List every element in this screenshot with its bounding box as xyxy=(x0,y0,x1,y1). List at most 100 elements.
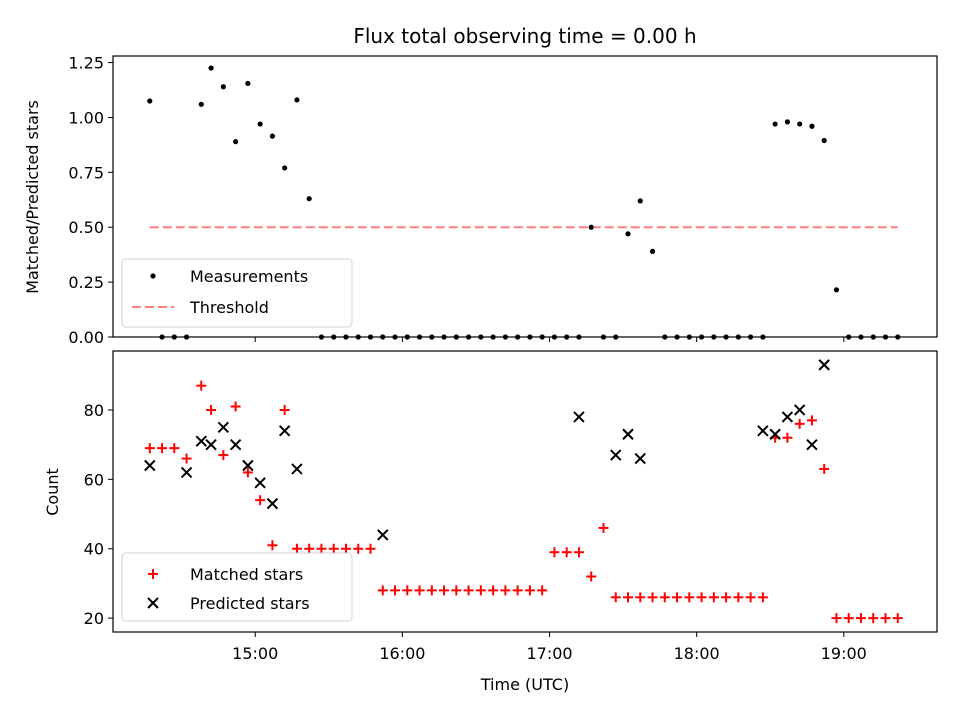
matched-star-point xyxy=(868,613,879,624)
matched-star-point xyxy=(402,585,413,596)
measurement-point xyxy=(809,123,815,129)
measurement-point xyxy=(416,334,423,340)
matched-star-point xyxy=(255,495,266,506)
legend-measurements-marker xyxy=(150,273,156,279)
matched-star-point xyxy=(806,415,817,426)
predicted-star-point xyxy=(610,449,622,461)
measurement-point xyxy=(674,334,680,340)
bottom-y-tick-label: 20 xyxy=(84,609,104,628)
matched-star-point xyxy=(623,592,633,603)
predicted-star-point xyxy=(229,438,242,451)
bottom-x-tick-label: 16:00 xyxy=(379,644,425,663)
measurement-point xyxy=(723,334,729,340)
matched-star-point xyxy=(831,613,842,624)
matched-star-point xyxy=(794,418,805,429)
measurement-point xyxy=(649,248,656,254)
measurement-point xyxy=(895,334,901,340)
measurement-point xyxy=(198,101,204,107)
measurement-point xyxy=(760,334,766,340)
measurement-point xyxy=(331,334,337,340)
predicted-star-point xyxy=(757,425,769,437)
predicted-star-point xyxy=(180,466,193,479)
top-legend-box xyxy=(121,258,353,328)
matched-star-point xyxy=(181,453,192,464)
measurement-point xyxy=(600,334,607,340)
matched-star-point xyxy=(340,543,351,554)
bottom-x-tick-label: 18:00 xyxy=(674,644,720,663)
matched-star-point xyxy=(524,585,535,596)
measurement-point xyxy=(147,98,153,104)
bottom-panel: 20 40 60 80 15:00 16:00 17:00 18:00 19:00 Count… xyxy=(43,350,938,694)
matched-star-point xyxy=(757,592,768,603)
predicted-star-point xyxy=(205,438,217,451)
top-plot-frame xyxy=(112,55,938,338)
matched-star-point xyxy=(659,592,670,603)
bottom-legend-box xyxy=(121,552,353,622)
measurement-point xyxy=(858,334,864,340)
measurement-point xyxy=(318,334,325,340)
legend-predicted-label: Predicted stars xyxy=(190,594,310,613)
matched-star-point xyxy=(745,592,756,603)
measurement-point xyxy=(343,334,349,340)
matched-star-point xyxy=(708,592,719,603)
matched-star-point xyxy=(316,543,327,554)
top-x-axis-ticks xyxy=(254,337,845,342)
measurement-point xyxy=(465,334,472,340)
matched-star-point xyxy=(426,585,437,596)
measurement-point xyxy=(698,334,705,340)
measurement-point xyxy=(833,287,840,293)
matched-star-point xyxy=(157,443,168,454)
top-y-tick-label: 1.25 xyxy=(68,54,104,73)
measurement-point xyxy=(208,65,214,71)
measurement-point xyxy=(490,334,496,340)
matched-star-point xyxy=(672,592,683,603)
predicted-star-point xyxy=(818,359,830,371)
top-y-tick-label: 1.00 xyxy=(68,108,104,127)
predicted-star-point xyxy=(806,438,818,451)
top-chart-title: Flux total observing time = 0.00 h xyxy=(353,24,696,48)
matched-star-point xyxy=(304,543,315,554)
matched-star-point xyxy=(610,592,621,603)
bottom-x-tick-label: 19:00 xyxy=(821,644,867,663)
measurement-point xyxy=(233,139,239,145)
top-y-tick-label: 0.00 xyxy=(68,328,104,347)
matched-star-point xyxy=(696,592,707,603)
matched-star-point xyxy=(537,585,548,596)
measurement-point xyxy=(625,231,631,237)
measurement-point xyxy=(404,334,410,340)
measurement-point xyxy=(551,334,558,340)
matched-star-point xyxy=(586,571,597,582)
measurement-point xyxy=(441,334,447,340)
matched-star-point xyxy=(267,540,278,551)
measurement-point xyxy=(294,97,300,103)
measurement-point xyxy=(502,334,508,340)
matched-star-point xyxy=(144,443,155,454)
measurement-point xyxy=(257,121,263,127)
measurement-point xyxy=(392,334,398,340)
bottom-y-tick-label: 80 xyxy=(84,401,104,420)
measurement-point xyxy=(380,334,386,340)
top-y-tick-label: 0.25 xyxy=(68,273,104,292)
measurement-point xyxy=(784,119,791,125)
measurement-point xyxy=(711,334,717,340)
matched-star-point xyxy=(598,522,609,533)
measurement-point xyxy=(429,334,435,340)
matched-star-point xyxy=(439,585,450,596)
matched-star-point xyxy=(819,463,830,474)
matched-star-point xyxy=(291,543,302,554)
matched-star-point xyxy=(500,585,511,596)
predicted-star-point xyxy=(781,411,794,423)
measurement-point xyxy=(797,121,803,127)
measurement-point xyxy=(282,165,288,171)
measurement-point xyxy=(515,334,521,340)
matched-star-point xyxy=(463,585,474,596)
matched-star-point xyxy=(328,543,339,554)
matched-star-point xyxy=(475,585,486,596)
matched-star-point xyxy=(279,404,290,415)
measurement-point xyxy=(527,334,533,340)
legend-measurements-label: Measurements xyxy=(190,267,308,286)
bottom-x-axis: 15:00 16:00 17:00 18:00 19:00 xyxy=(232,632,867,663)
top-y-axis: 0.00 0.25 0.50 0.75 1.00 1.25 xyxy=(68,54,113,347)
measurement-point xyxy=(367,334,374,340)
predicted-star-point xyxy=(634,452,646,465)
